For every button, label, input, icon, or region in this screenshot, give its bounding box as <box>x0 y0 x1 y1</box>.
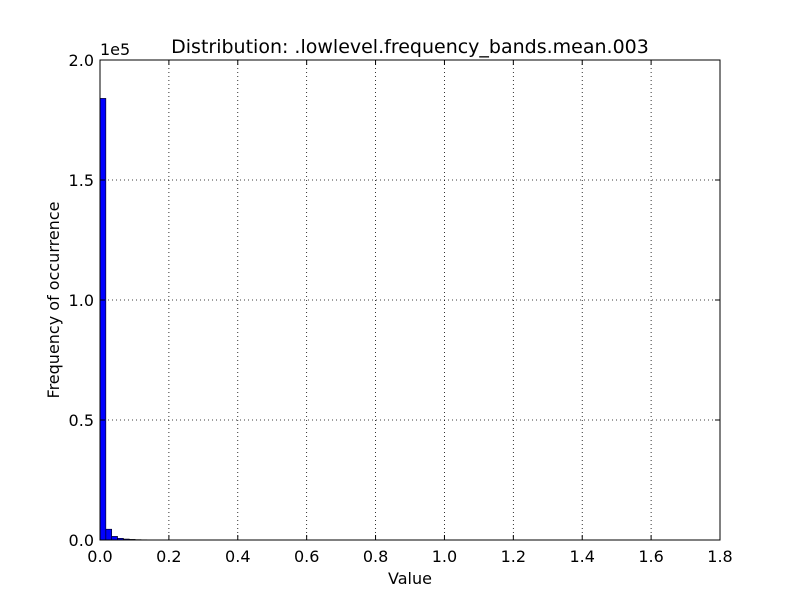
y-tick-label: 1.5 <box>69 171 94 190</box>
x-tick-label: 0.4 <box>225 547 250 566</box>
histogram-bars <box>99 98 686 541</box>
x-tick-label: 1.8 <box>707 547 732 566</box>
x-tick-label: 0.0 <box>87 547 112 566</box>
y-tick-label: 0.5 <box>69 411 94 430</box>
grid-lines <box>100 60 720 540</box>
y-tick-labels: 0.0 0.5 1.0 1.5 2.0 <box>69 51 94 550</box>
x-tick-label: 0.2 <box>156 547 181 566</box>
y-tick-label: 0.0 <box>69 531 94 550</box>
histogram-bar <box>111 536 118 541</box>
x-tick-label: 1.6 <box>638 547 663 566</box>
histogram-bar <box>105 528 113 541</box>
histogram-bar <box>99 98 107 541</box>
y-tick-label: 2.0 <box>69 51 94 70</box>
x-axis-label: Value <box>388 569 432 588</box>
x-tick-label: 1.2 <box>501 547 526 566</box>
y-tick-label: 1.0 <box>69 291 94 310</box>
y-multiplier-label: 1e5 <box>100 40 130 59</box>
x-tick-label: 1.0 <box>432 547 457 566</box>
y-axis-label: Frequency of occurrence <box>44 202 63 399</box>
x-tick-labels: 0.0 0.2 0.4 0.6 0.8 1.0 1.2 1.4 1.6 1.8 <box>87 547 732 566</box>
x-tick-label: 0.6 <box>294 547 319 566</box>
x-tick-label: 1.4 <box>569 547 594 566</box>
x-tick-label: 0.8 <box>363 547 388 566</box>
axis-ticks <box>99 59 721 541</box>
chart-title: Distribution: .lowlevel.frequency_bands.… <box>171 36 649 58</box>
